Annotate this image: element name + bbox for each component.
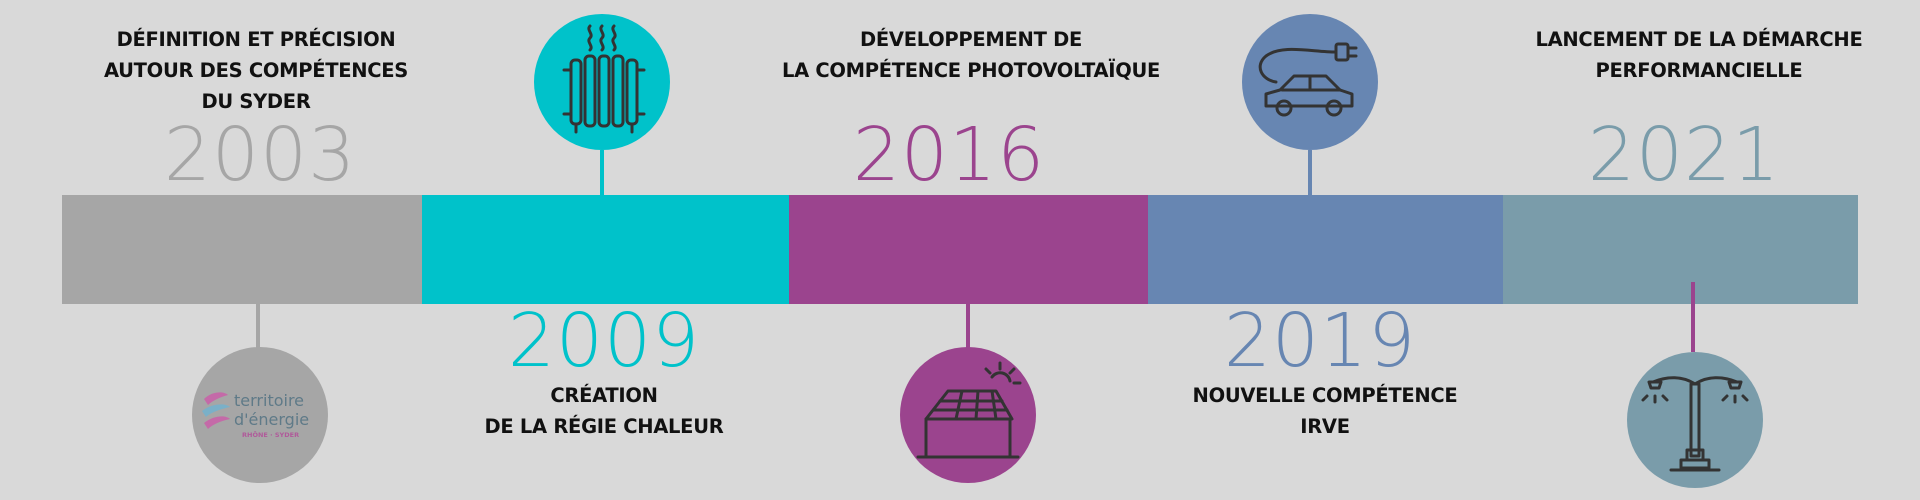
timeline-segment-2009 [422,195,789,304]
milestone-2003-stem [256,304,260,348]
timeline-segment-2016 [789,195,1148,304]
milestone-2009-circle [534,14,670,150]
milestone-2019-stem [1308,150,1312,196]
milestone-2016-label: DÉVELOPPEMENT DE LA COMPÉTENCE PHOTOVOLT… [781,28,1161,82]
timeline-segment-2021 [1503,195,1858,304]
milestone-2003-label: DÉFINITION ET PRÉCISION AUTOUR DES COMPÉ… [103,28,409,113]
logo-line1: territoire [234,391,304,410]
street-lamp-icon [1641,376,1749,472]
logo-line3: RHÔNE · SYDER [242,430,299,439]
logo-icon: territoire d'énergie RHÔNE · SYDER [202,391,309,439]
milestone-2021-label: LANCEMENT DE LA DÉMARCHE PERFORMANCIELLE [1535,28,1863,82]
milestone-2021-year: 2021 [1587,112,1781,198]
milestone-2003-circle: territoire d'énergie RHÔNE · SYDER [192,347,328,483]
radiator-icon [562,24,646,134]
logo-line2: d'énergie [234,410,309,429]
milestone-2019-circle [1242,14,1378,150]
milestone-2016-circle [900,347,1036,483]
milestone-2016-stem [966,304,970,348]
timeline-segment-2019 [1148,195,1503,304]
timeline-segment-2003 [62,195,422,304]
milestone-2019-year: 2019 [1223,298,1417,384]
milestone-2009-label: CRÉATION DE LA RÉGIE CHALEUR [484,384,724,438]
milestone-2009-year: 2009 [507,298,701,384]
milestone-2009-stem [600,150,604,196]
electric-car-icon [1258,42,1358,117]
milestone-2003-year: 2003 [163,112,357,198]
milestone-2021-circle [1627,352,1763,488]
solar-house-icon [916,361,1022,459]
milestone-2019-label: NOUVELLE COMPÉTENCE IRVE [1192,384,1458,438]
milestone-2021-stem [1691,282,1695,352]
milestone-2016-year: 2016 [852,112,1046,198]
